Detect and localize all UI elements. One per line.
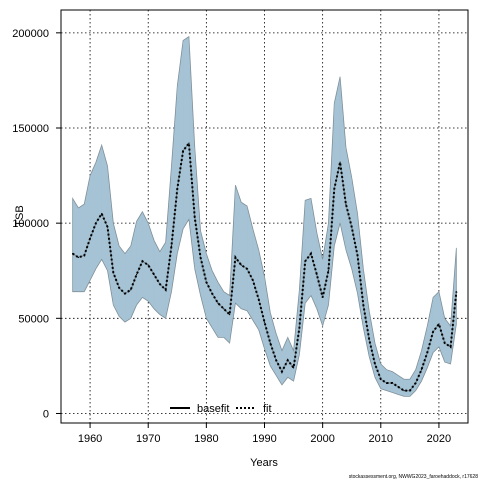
- x-tick-label: 1990: [252, 433, 276, 445]
- fit-point-1987: [246, 268, 248, 270]
- fit-point-1991: [269, 342, 271, 344]
- fit-point-2014: [403, 390, 405, 392]
- x-tick-label: 1960: [78, 433, 102, 445]
- fit-point-2001: [327, 270, 330, 272]
- fit-point-2005: [351, 226, 353, 228]
- fit-point-1981: [211, 292, 213, 295]
- fit-point-1999: [316, 273, 318, 276]
- fit-point-2007: [362, 304, 364, 306]
- x-tick-label: 2010: [369, 433, 393, 445]
- fit-point-1972: [159, 283, 161, 285]
- fit-point-2013: [397, 386, 399, 388]
- y-tick-label: 150000: [12, 123, 49, 135]
- fit-point-2011: [386, 382, 388, 384]
- fit-point-2004: [345, 203, 347, 205]
- fit-points: [72, 142, 457, 392]
- fit-point-1960: [89, 237, 91, 239]
- fit-point-1976: [182, 150, 184, 152]
- fit-point-2019: [432, 331, 434, 333]
- fit-point-1995: [292, 367, 295, 369]
- fit-point-1973: [165, 289, 167, 291]
- fit-point-2022: [449, 346, 452, 348]
- confidence-band: [72, 35, 457, 397]
- fit-point-1957: [72, 253, 74, 255]
- fit-point-2023: [455, 291, 457, 293]
- fit-point-1989: [258, 298, 260, 300]
- x-tick-label: 1980: [194, 433, 218, 445]
- fit-point-1983: [223, 308, 225, 310]
- fit-point-1993: [281, 371, 283, 373]
- fit-point-1992: [275, 359, 277, 361]
- fit-point-2003: [339, 161, 341, 163]
- fit-point-2000: [322, 296, 324, 298]
- fit-point-1975: [176, 188, 178, 190]
- fit-point-1967: [130, 289, 132, 291]
- fit-point-2006: [356, 254, 359, 257]
- fit-point-1966: [124, 292, 126, 295]
- fit-point-1990: [263, 321, 266, 323]
- fit-point-2015: [409, 390, 411, 392]
- fit-point-2002: [333, 188, 335, 190]
- fit-point-1971: [153, 273, 155, 276]
- fit-point-1994: [287, 359, 289, 361]
- x-axis-ticks: 1960 1970 1980 1990 2000 2010 2020: [78, 423, 451, 445]
- fit-point-1986: [240, 264, 242, 266]
- fit-point-1961: [95, 222, 97, 224]
- fit-point-1998: [310, 253, 312, 255]
- x-tick-label: 2000: [310, 433, 334, 445]
- fit-point-2017: [420, 369, 423, 371]
- fit-point-1988: [252, 279, 254, 281]
- fit-point-2021: [444, 342, 446, 344]
- fit-point-2012: [391, 382, 394, 384]
- fit-point-1997: [304, 260, 306, 262]
- fit-point-1962: [101, 213, 103, 215]
- plot-frame: [60, 9, 469, 424]
- fit-point-1977: [188, 142, 190, 144]
- fit-point-1968: [135, 273, 138, 276]
- fit-point-1984: [229, 313, 231, 316]
- fit-point-1982: [217, 302, 219, 304]
- fit-point-1965: [118, 287, 120, 289]
- y-tick-label: 50000: [18, 313, 49, 325]
- fit-point-2008: [368, 338, 370, 340]
- fit-point-2018: [426, 351, 428, 354]
- fit-point-1979: [199, 256, 202, 259]
- fit-point-1969: [141, 260, 143, 262]
- fit-point-1970: [147, 264, 149, 266]
- y-axis-ticks: 0 50000 100000 150000 200000: [12, 28, 61, 420]
- fit-point-1980: [205, 281, 207, 283]
- legend-basefit-label: basefit: [197, 403, 229, 415]
- grid-lines: [61, 10, 468, 423]
- fit-point-1958: [77, 256, 80, 259]
- fit-point-2020: [438, 323, 440, 325]
- y-tick-label: 100000: [12, 218, 49, 230]
- x-axis-title: Years: [250, 457, 278, 469]
- fit-point-1974: [170, 245, 173, 247]
- y-tick-label: 200000: [12, 28, 49, 40]
- fit-point-2009: [374, 363, 376, 365]
- fit-point-1964: [112, 272, 114, 274]
- x-tick-label: 1970: [136, 433, 160, 445]
- footnote: stockassessment.org, NWWG2023_faroehaddo…: [349, 474, 478, 480]
- fit-point-2016: [415, 382, 417, 384]
- fit-point-2010: [380, 378, 382, 380]
- legend-fit-label: fit: [263, 403, 272, 415]
- fit-point-1959: [83, 254, 85, 257]
- fit-point-1985: [234, 256, 237, 259]
- legend: basefit fit: [170, 403, 272, 415]
- x-tick-label: 2020: [427, 433, 451, 445]
- y-tick-label: 0: [43, 408, 49, 420]
- fit-point-1978: [194, 216, 196, 219]
- y-axis-title: TSB: [14, 205, 26, 226]
- fit-point-1963: [106, 226, 109, 228]
- fit-point-1996: [298, 327, 300, 329]
